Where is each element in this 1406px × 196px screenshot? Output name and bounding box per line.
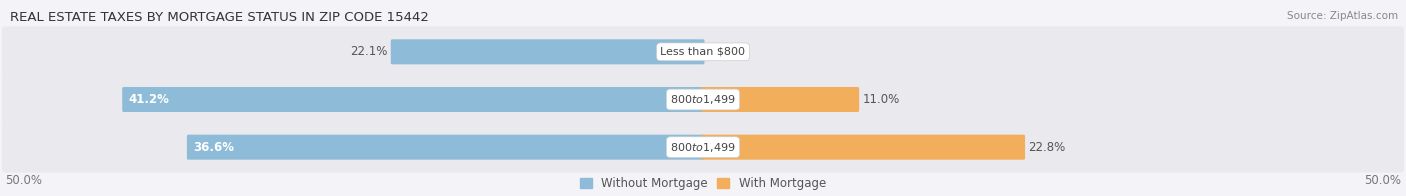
- Text: 50.0%: 50.0%: [1364, 173, 1400, 187]
- FancyBboxPatch shape: [122, 87, 704, 112]
- Text: 50.0%: 50.0%: [6, 173, 42, 187]
- FancyBboxPatch shape: [1, 122, 1405, 172]
- FancyBboxPatch shape: [702, 87, 859, 112]
- FancyBboxPatch shape: [187, 135, 704, 160]
- FancyBboxPatch shape: [702, 135, 1025, 160]
- Legend: Without Mortgage, With Mortgage: Without Mortgage, With Mortgage: [581, 177, 825, 190]
- Text: 22.1%: 22.1%: [350, 45, 387, 58]
- Text: 22.8%: 22.8%: [1029, 141, 1066, 154]
- FancyBboxPatch shape: [1, 74, 1405, 125]
- Text: Less than $800: Less than $800: [661, 47, 745, 57]
- Text: 36.6%: 36.6%: [194, 141, 235, 154]
- Text: $800 to $1,499: $800 to $1,499: [671, 93, 735, 106]
- Text: Source: ZipAtlas.com: Source: ZipAtlas.com: [1286, 11, 1398, 21]
- FancyBboxPatch shape: [391, 39, 704, 64]
- FancyBboxPatch shape: [1, 26, 1405, 77]
- Text: 0.0%: 0.0%: [709, 45, 738, 58]
- Text: 41.2%: 41.2%: [129, 93, 170, 106]
- Text: REAL ESTATE TAXES BY MORTGAGE STATUS IN ZIP CODE 15442: REAL ESTATE TAXES BY MORTGAGE STATUS IN …: [10, 11, 429, 24]
- Text: 11.0%: 11.0%: [863, 93, 900, 106]
- Text: $800 to $1,499: $800 to $1,499: [671, 141, 735, 154]
